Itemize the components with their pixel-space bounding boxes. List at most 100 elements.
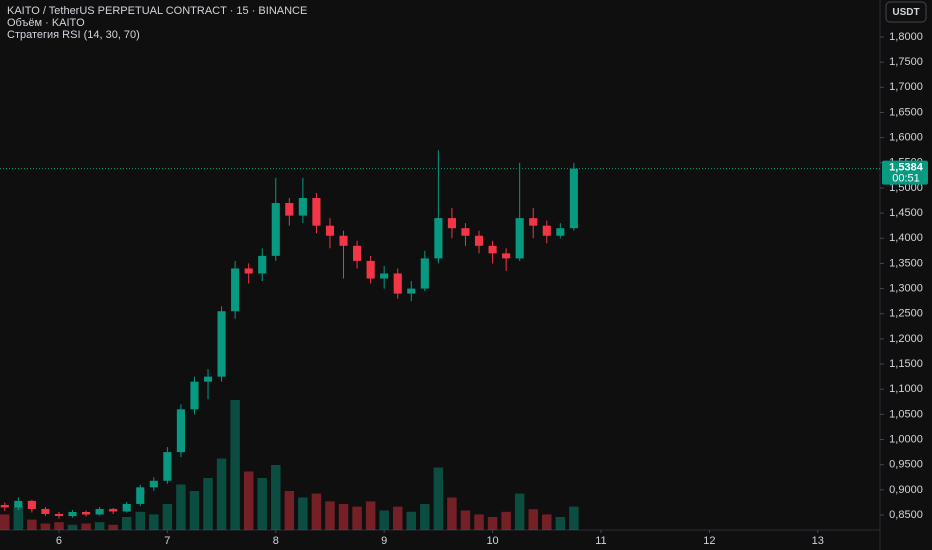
candle-body xyxy=(41,508,50,514)
candle-body xyxy=(380,273,389,279)
candle-body xyxy=(163,452,172,481)
candle-body xyxy=(298,198,307,216)
volume-bar xyxy=(311,493,322,530)
candle-body xyxy=(190,381,199,410)
candle-body xyxy=(325,225,335,236)
y-tick-label: 1,8000 xyxy=(889,31,923,43)
candle-body xyxy=(420,258,429,289)
x-tick-label: 13 xyxy=(812,535,824,547)
y-tick-label: 0,9500 xyxy=(889,459,923,471)
y-tick-label: 1,7500 xyxy=(889,56,923,68)
candle-body xyxy=(542,225,551,236)
indicator-label: Стратегия RSI (14, 30, 70) xyxy=(7,29,140,41)
countdown-label: 00:51 xyxy=(892,173,920,185)
y-tick-label: 0,9000 xyxy=(889,484,923,496)
volume-bar xyxy=(352,506,362,530)
candle-body xyxy=(27,500,36,509)
y-tick-label: 1,5000 xyxy=(889,182,923,194)
y-tick-label: 1,3000 xyxy=(889,282,923,294)
volume-bar xyxy=(406,511,417,530)
volume-bar xyxy=(325,501,335,530)
volume-bar xyxy=(162,504,173,530)
candle-body xyxy=(461,228,470,236)
volume-bar xyxy=(555,517,566,530)
x-tick-label: 9 xyxy=(381,535,387,547)
candle-body xyxy=(244,268,253,274)
volume-bar xyxy=(257,478,267,530)
y-tick-label: 1,1500 xyxy=(889,358,923,370)
candle-body xyxy=(366,260,375,279)
volume-bar xyxy=(243,471,254,530)
y-tick-label: 0,8500 xyxy=(889,509,923,521)
volume-bar xyxy=(433,467,444,530)
candle-body xyxy=(393,273,402,294)
candle-body xyxy=(556,228,565,236)
candle-body xyxy=(14,500,23,508)
volume-bar xyxy=(271,465,281,530)
candle-body xyxy=(271,203,280,256)
candle-body xyxy=(231,268,240,312)
last-price-box xyxy=(882,160,928,185)
candle-body xyxy=(122,503,131,512)
volume-bar xyxy=(135,511,146,530)
candle-body xyxy=(0,504,9,508)
currency-button-label[interactable]: USDT xyxy=(892,7,919,18)
candle-body xyxy=(136,487,145,504)
volume-bar xyxy=(81,523,91,530)
volume-bar xyxy=(176,484,186,530)
x-tick-label: 10 xyxy=(486,535,498,547)
volume-bar xyxy=(230,400,240,530)
volume-bar xyxy=(379,510,389,530)
volume-bar xyxy=(121,517,132,530)
y-tick-label: 1,2000 xyxy=(889,333,923,345)
x-tick-label: 12 xyxy=(703,535,715,547)
volume-bar xyxy=(189,491,200,530)
candle-body xyxy=(217,311,226,377)
volume-bar xyxy=(0,514,10,530)
volume-bar xyxy=(474,514,484,530)
volume-bar xyxy=(420,504,430,530)
x-tick-label: 11 xyxy=(595,535,606,547)
volume-bar xyxy=(569,506,579,530)
y-tick-label: 1,6500 xyxy=(889,106,923,118)
volume-bar xyxy=(298,497,308,530)
candle-body xyxy=(447,218,456,229)
y-tick-label: 1,0000 xyxy=(889,433,923,445)
indicator-label: Объём · KAITO xyxy=(7,17,85,29)
volume-bar xyxy=(149,514,159,530)
x-tick-label: 6 xyxy=(56,535,62,547)
volume-bar xyxy=(501,511,511,530)
x-tick-label: 8 xyxy=(273,535,279,547)
volume-bar xyxy=(13,506,24,530)
volume-bar xyxy=(392,506,403,530)
y-tick-label: 1,3500 xyxy=(889,257,923,269)
volume-bar xyxy=(67,524,78,530)
volume-bar xyxy=(542,514,552,530)
volume-bar xyxy=(94,522,105,530)
volume-bar xyxy=(40,523,51,530)
candle-body xyxy=(203,376,213,382)
candle-body xyxy=(176,409,185,453)
volume-bar xyxy=(514,493,525,530)
x-tick-label: 7 xyxy=(164,535,170,547)
candle-body xyxy=(339,235,348,246)
candle-body xyxy=(434,218,443,259)
volume-bar xyxy=(216,458,227,530)
currency-button[interactable] xyxy=(885,1,927,23)
y-tick-label: 1,0500 xyxy=(889,408,923,420)
candle-body xyxy=(82,511,91,515)
volume-bar xyxy=(108,524,118,530)
candle-body xyxy=(488,245,497,254)
volume-bar xyxy=(447,497,457,530)
candle-body xyxy=(68,511,77,517)
candle-body xyxy=(515,218,524,259)
volume-bar xyxy=(365,501,376,530)
candle-body xyxy=(285,203,294,216)
y-tick-label: 1,4500 xyxy=(889,207,923,219)
candle-body xyxy=(502,253,511,259)
candle-body xyxy=(529,218,538,226)
candle-body xyxy=(569,168,578,229)
